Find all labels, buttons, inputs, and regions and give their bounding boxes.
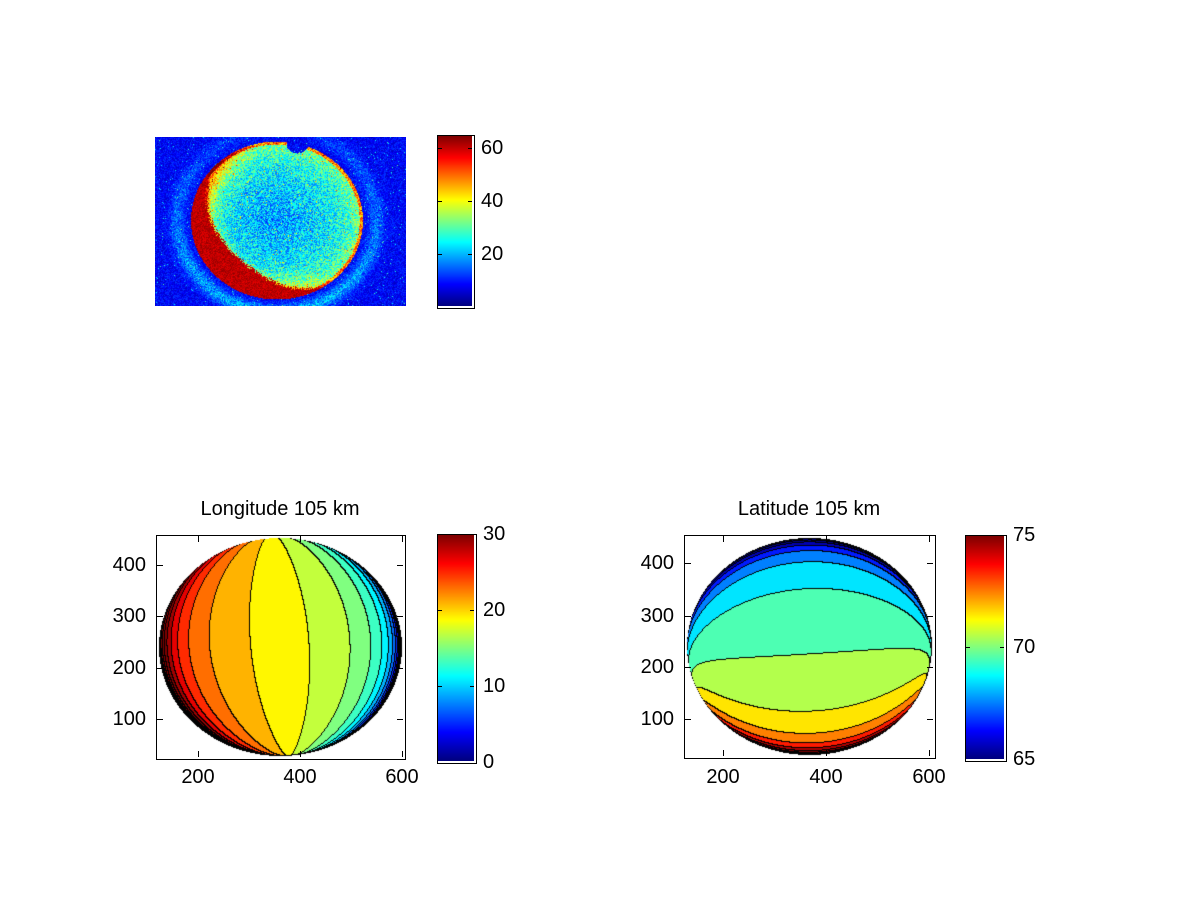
latitude-colorbar-tick-label: 65	[1013, 748, 1036, 770]
axis-tick-mark	[927, 616, 933, 617]
latitude-colorbar-tick-label: 70	[1013, 636, 1036, 658]
axis-tick-mark	[468, 201, 472, 202]
latitude-x-tick-label: 400	[809, 766, 843, 788]
crater-image-canvas	[155, 137, 406, 306]
image-colorbar-gradient	[438, 136, 472, 306]
axis-tick-mark	[402, 536, 403, 542]
axis-tick-mark	[397, 565, 403, 566]
axis-tick-mark	[929, 536, 930, 542]
latitude-colorbar	[965, 535, 1007, 762]
axis-tick-mark	[966, 647, 970, 648]
longitude-colorbar-gradient	[438, 535, 474, 761]
image-colorbar-tick-label: 60	[481, 137, 504, 159]
axis-tick-mark	[826, 536, 827, 542]
longitude-colorbar	[437, 534, 477, 764]
axis-tick-mark	[927, 563, 933, 564]
image-colorbar-tick-label: 40	[481, 190, 504, 212]
longitude-contour-canvas	[157, 536, 403, 757]
latitude-title: Latitude 105 km	[737, 498, 881, 520]
latitude-axes-box	[684, 535, 936, 759]
axis-tick-mark	[685, 667, 691, 668]
axis-tick-mark	[438, 254, 442, 255]
longitude-y-tick-label: 200	[112, 657, 146, 679]
axis-tick-mark	[468, 254, 472, 255]
axis-tick-mark	[685, 563, 691, 564]
axis-tick-mark	[402, 751, 403, 757]
longitude-colorbar-tick-label: 30	[483, 523, 506, 545]
axis-tick-mark	[927, 667, 933, 668]
longitude-x-tick-label: 400	[283, 766, 317, 788]
axis-tick-mark	[685, 719, 691, 720]
axis-tick-mark	[470, 610, 474, 611]
axis-tick-mark	[198, 751, 199, 757]
axis-tick-mark	[723, 750, 724, 756]
axis-tick-mark	[438, 610, 442, 611]
axis-tick-mark	[723, 536, 724, 542]
latitude-y-tick-label: 300	[640, 605, 674, 627]
axis-tick-mark	[397, 719, 403, 720]
longitude-axes-box	[156, 535, 406, 760]
latitude-contour-canvas	[685, 536, 933, 756]
longitude-colorbar-tick-label: 10	[483, 675, 506, 697]
latitude-colorbar-tick-label: 75	[1013, 524, 1036, 546]
axis-tick-mark	[470, 686, 474, 687]
axis-tick-mark	[438, 148, 442, 149]
longitude-y-tick-label: 300	[112, 605, 146, 627]
longitude-x-tick-label: 600	[385, 766, 419, 788]
axis-tick-mark	[397, 668, 403, 669]
axis-tick-mark	[1000, 647, 1004, 648]
axis-tick-mark	[929, 750, 930, 756]
latitude-y-tick-label: 400	[640, 552, 674, 574]
axis-tick-mark	[300, 536, 301, 542]
axis-tick-mark	[300, 751, 301, 757]
latitude-x-tick-label: 600	[912, 766, 946, 788]
axis-tick-mark	[157, 719, 163, 720]
axis-tick-mark	[198, 536, 199, 542]
longitude-colorbar-tick-label: 0	[483, 751, 495, 773]
longitude-y-tick-label: 100	[112, 708, 146, 730]
axis-tick-mark	[468, 148, 472, 149]
axis-tick-mark	[685, 616, 691, 617]
latitude-y-tick-label: 200	[640, 656, 674, 678]
axis-tick-mark	[438, 201, 442, 202]
latitude-y-tick-label: 100	[640, 708, 674, 730]
axis-tick-mark	[157, 616, 163, 617]
axis-tick-mark	[438, 686, 442, 687]
image-colorbar	[437, 135, 475, 309]
axis-tick-mark	[397, 616, 403, 617]
latitude-colorbar-gradient	[966, 536, 1004, 759]
longitude-colorbar-tick-label: 20	[483, 599, 506, 621]
image-colorbar-tick-label: 20	[481, 243, 504, 265]
axis-tick-mark	[927, 719, 933, 720]
longitude-y-tick-label: 400	[112, 554, 146, 576]
longitude-x-tick-label: 200	[181, 766, 215, 788]
axis-tick-mark	[826, 750, 827, 756]
longitude-title: Longitude 105 km	[200, 498, 360, 520]
axis-tick-mark	[157, 668, 163, 669]
latitude-x-tick-label: 200	[706, 766, 740, 788]
axis-tick-mark	[157, 565, 163, 566]
